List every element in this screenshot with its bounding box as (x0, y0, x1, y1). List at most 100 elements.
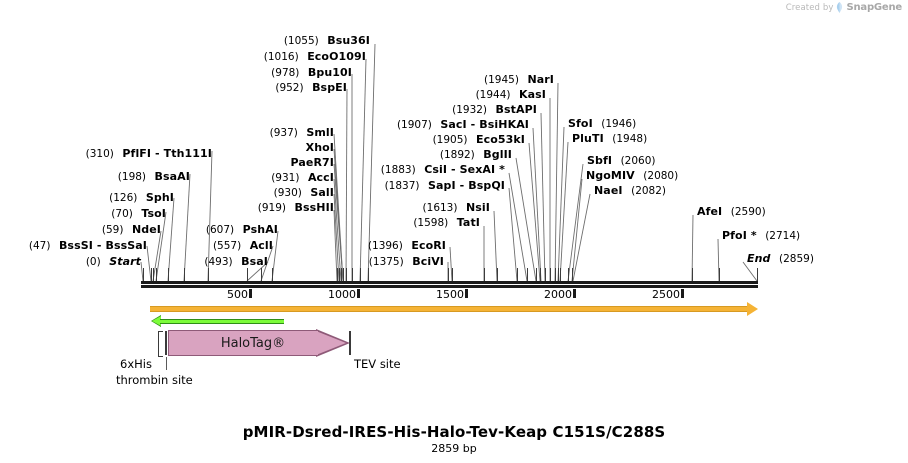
enzyme-label-pluti[interactable]: PluTI (1948) (572, 133, 647, 146)
enzyme-name: SfoI (568, 117, 593, 130)
halotag-label: HaloTag® (220, 335, 286, 351)
enzyme-position: (1055) (283, 35, 319, 47)
enzyme-position: (930) (273, 187, 302, 199)
enzyme-label-nsii[interactable]: (1613) NsiI (0, 201, 490, 215)
enzyme-label-bsshii[interactable]: (919) BssHII (0, 201, 334, 215)
enzyme-position: (931) (271, 172, 300, 184)
cut-site-tick (497, 268, 498, 281)
ruler-tick-2500 (681, 289, 684, 298)
enzyme-position: (493) (204, 256, 233, 268)
credit-brand: SnapGene (846, 2, 902, 13)
cut-site-tick (452, 268, 453, 281)
enzyme-label-end[interactable]: End (2859) (747, 253, 814, 266)
enzyme-position: (919) (257, 202, 287, 214)
cut-site-tick (692, 268, 693, 281)
enzyme-label-sapi-bspqi[interactable]: (1837) SapI - BspQI (0, 179, 505, 193)
enzyme-label-eco53ki[interactable]: (1905) Eco53kI (0, 134, 525, 147)
enzyme-label-bsu36i[interactable]: (1055) Bsu36I (0, 35, 370, 48)
enzyme-label-ecoo109i[interactable]: (1016) EcoO109I (0, 50, 366, 64)
enzyme-label-paer7i[interactable]: PaeR7I (0, 157, 334, 169)
cut-site-tick (448, 268, 449, 281)
cut-site-tick (272, 268, 273, 281)
enzyme-name: NsiI (465, 201, 490, 214)
enzyme-label-bpu10i[interactable]: (978) Bpu10I (0, 67, 352, 80)
cut-site-tick (168, 268, 169, 281)
enzyme-label-bcivi[interactable]: (1375) BciVI (0, 256, 444, 269)
enzyme-label-pfoi[interactable]: PfoI * (2714) (722, 230, 800, 243)
cut-site-tick (247, 268, 248, 281)
enzyme-name: PaeR7I (290, 156, 334, 169)
backbone-arrow-body[interactable] (150, 306, 748, 312)
enzyme-label-saci-bsihkai[interactable]: (1907) SacI - BsiHKAI (0, 119, 529, 132)
backbone-arrow-head (747, 302, 758, 316)
enzyme-label-sphi[interactable]: (126) SphI (0, 192, 174, 205)
6xhis-bracket[interactable] (158, 331, 163, 357)
enzyme-position: (126) (109, 192, 138, 204)
enzyme-label-bspei[interactable]: (952) BspEI (0, 82, 347, 95)
enzyme-position: (2080) (643, 170, 679, 182)
enzyme-name: AclI (249, 239, 273, 252)
enzyme-name: BsaAI (154, 170, 190, 183)
enzyme-label-afei[interactable]: AfeI (2590) (697, 206, 766, 219)
enzyme-label-nari[interactable]: (1945) NarI (0, 74, 554, 87)
snapgene-credit: Created by SnapGene (786, 2, 902, 13)
enzyme-label-tsoi[interactable]: (70) TsoI (0, 208, 166, 221)
snapgene-leaf-icon (836, 2, 843, 13)
enzyme-label-acci[interactable]: (931) AccI (0, 171, 334, 185)
enzyme-label-smli[interactable]: (937) SmlI (0, 127, 334, 140)
cut-site-tick (143, 268, 144, 281)
ruler-label-1000: 1000 (328, 288, 356, 301)
enzyme-label-kasi[interactable]: (1944) KasI (0, 89, 546, 102)
primer-arrow-body[interactable] (160, 319, 284, 324)
enzyme-name: BssHII (294, 201, 334, 214)
enzyme-label-sbfi[interactable]: SbfI (2060) (587, 154, 656, 168)
enzyme-position: (1945) (484, 74, 519, 86)
ruler-label-500: 500 (227, 288, 248, 301)
enzyme-label-bsaai[interactable]: (198) BsaAI (0, 170, 190, 184)
enzyme-label-csii-sexai[interactable]: (1883) CsiI - SexAI * (0, 164, 505, 177)
thrombin-site-tick[interactable] (165, 331, 167, 355)
enzyme-label-sali[interactable]: (930) SalI (0, 186, 334, 200)
enzyme-name: EcoO109I (307, 50, 366, 63)
enzyme-label-bstapi[interactable]: (1932) BstAPI (0, 104, 537, 117)
enzyme-label-start[interactable]: (0) Start (0, 255, 141, 269)
enzyme-label-ndei[interactable]: (59) NdeI (0, 224, 161, 237)
cut-site-tick (757, 268, 758, 281)
ruler-label-1500: 1500 (436, 288, 464, 301)
enzyme-label-bsssi-bsssai[interactable]: (47) BssSI - BssSaI (0, 240, 147, 253)
enzyme-name: SbfI (587, 154, 613, 167)
cut-site-tick (560, 268, 561, 281)
enzyme-label-tati[interactable]: (1598) TatI (0, 217, 480, 230)
tev-site-tick[interactable] (349, 331, 351, 355)
enzyme-label-ecori[interactable]: (1396) EcoRI (0, 240, 446, 253)
enzyme-label-acli[interactable]: (557) AclI (0, 239, 273, 253)
cut-site-tick (184, 268, 185, 281)
enzyme-position: (1932) (452, 104, 488, 116)
halotag-arrow-body (168, 330, 318, 356)
enzyme-label-ngomiv[interactable]: NgoMIV (2080) (586, 170, 679, 183)
cut-site-tick (555, 268, 556, 281)
enzyme-name: SalI (310, 186, 334, 199)
enzyme-label-naei[interactable]: NaeI (2082) (594, 185, 667, 198)
cut-site-tick (341, 268, 342, 281)
thrombin-leader (166, 357, 167, 370)
halotag-feature[interactable]: HaloTag® (168, 329, 350, 357)
enzyme-label-bglii[interactable]: (1892) BglII (0, 149, 512, 162)
enzyme-position: (2082) (631, 185, 667, 197)
enzyme-name: SapI - BspQI (428, 179, 505, 192)
enzyme-name: AccI (307, 171, 334, 184)
enzyme-label-sfoi[interactable]: SfoI (1946) (568, 117, 637, 131)
ruler-tick-1000 (357, 289, 360, 298)
enzyme-position: (1946) (601, 118, 637, 130)
halotag-arrow-head-fill (316, 331, 346, 355)
enzyme-position: (952) (275, 82, 304, 94)
enzyme-position: (70) (111, 208, 133, 220)
enzyme-label-xhoi[interactable]: XhoI (0, 142, 334, 154)
ruler-label-2500: 2500 (652, 288, 680, 301)
enzyme-label-pflfi-tth111i[interactable]: (310) PflFI - Tth111I (0, 148, 212, 161)
enzyme-label-pshai[interactable]: (607) PshAI (0, 224, 278, 237)
enzyme-position: (937) (269, 127, 298, 139)
enzyme-name: Start (109, 255, 141, 268)
enzyme-position: (2859) (779, 253, 814, 265)
enzyme-label-bsai[interactable]: (493) BsaI (0, 256, 268, 269)
